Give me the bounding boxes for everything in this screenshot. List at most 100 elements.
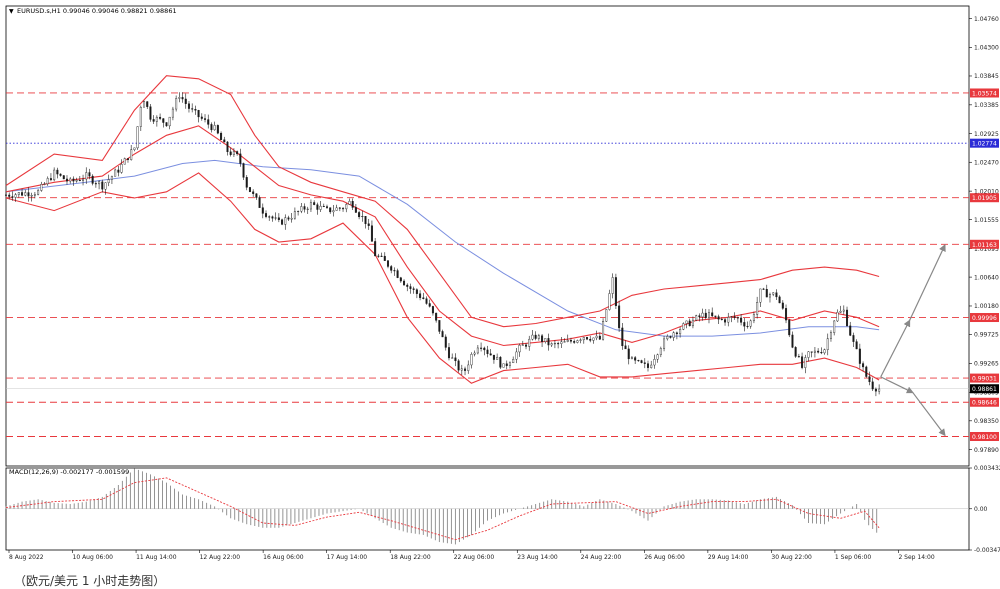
candle-body (171, 108, 174, 118)
candle-body (274, 217, 277, 219)
candle-body (354, 207, 357, 213)
macd-header-label: MACD(12,26,9) -0.002177 -0.001599 (9, 468, 129, 476)
candle-body (839, 310, 842, 313)
candle-body (207, 119, 210, 125)
bollinger-upper-band (5, 75, 880, 328)
candle-body (778, 296, 781, 304)
macd-axis-tick-label: -0.003470 (974, 547, 1000, 554)
candle-body (675, 332, 678, 335)
candle-body (197, 110, 200, 118)
candle-body (431, 306, 434, 314)
candle-body (765, 289, 768, 298)
candle-body (358, 212, 361, 218)
projection-arrow (880, 376, 914, 394)
candle-body (855, 341, 858, 350)
candle-body (290, 217, 293, 220)
macd-signal-line (5, 477, 880, 541)
candle-body (608, 293, 611, 310)
candle-body (717, 316, 720, 320)
candle-body (107, 179, 110, 183)
candle-body (422, 297, 425, 299)
candle-body (621, 327, 624, 347)
candle-body (560, 341, 563, 344)
candle-body (85, 172, 88, 180)
candle-body (223, 139, 226, 143)
candle-body (656, 354, 659, 360)
level-label: 0.99031 (972, 376, 997, 383)
candle-body (313, 202, 316, 205)
time-axis-tick-label: 24 Aug 22:00 (581, 554, 622, 561)
time-axis-tick-label: 2 Sep 14:00 (898, 554, 934, 561)
candle-body (512, 359, 515, 364)
candle-body (698, 315, 701, 318)
candle-body (342, 208, 345, 210)
candle-body (412, 288, 415, 290)
candle-body (566, 340, 569, 342)
candle-body (78, 180, 81, 182)
time-axis-tick-label: 30 Aug 22:00 (771, 554, 812, 561)
candle-body (248, 187, 251, 192)
candle-body (146, 101, 149, 107)
candle-body (24, 192, 27, 196)
candle-body (396, 270, 399, 278)
candle-body (704, 312, 707, 318)
level-label: 0.99996 (972, 315, 997, 322)
candle-body (579, 339, 582, 341)
candle-body (496, 356, 499, 360)
main-plot-border (5, 5, 970, 467)
candle-body (573, 341, 576, 343)
price-axis-tick-label: 1.01555 (974, 217, 999, 224)
time-axis-tick-label: 16 Aug 06:00 (263, 554, 304, 561)
candle-body (759, 288, 762, 303)
level-label-box (970, 313, 999, 323)
candle-body (489, 353, 492, 356)
candle-body (284, 217, 287, 225)
candle-body (541, 335, 544, 342)
candle-body (435, 312, 438, 321)
candle-body (332, 210, 335, 213)
candle-body (515, 351, 518, 360)
candle-body (216, 125, 219, 134)
candle-body (159, 116, 162, 119)
candle-body (505, 363, 508, 366)
candle-body (868, 376, 871, 383)
candle-body (736, 317, 739, 319)
level-label-box (970, 432, 999, 442)
candle-body (245, 177, 248, 188)
candle-body (37, 190, 40, 195)
price-axis-tick-label: 0.99725 (974, 332, 999, 339)
candle-body (399, 277, 402, 282)
price-axis-tick-label: 0.98350 (974, 418, 999, 425)
macd-axis-tick-label: 0.00 (974, 506, 988, 513)
candle-body (810, 351, 813, 353)
level-label: 1.01905 (972, 195, 997, 202)
candle-body (781, 302, 784, 309)
candle-body (486, 349, 489, 354)
candle-body (281, 219, 284, 225)
candle-body (8, 194, 11, 197)
time-axis-tick-label: 1 Sep 06:00 (835, 554, 871, 561)
candle-body (534, 334, 537, 339)
candle-body (152, 119, 155, 122)
candle-body (582, 337, 585, 341)
level-label: 0.98646 (972, 400, 997, 407)
candle-body (730, 316, 733, 318)
candle-body (438, 320, 441, 332)
candle-body (457, 360, 460, 371)
candle-body (191, 108, 194, 110)
candle-body (428, 303, 431, 307)
candle-body (602, 321, 605, 340)
candle-body (406, 284, 409, 287)
level-label-box (970, 239, 999, 249)
candle-body (627, 348, 630, 360)
candle-body (403, 280, 406, 286)
candle-body (865, 366, 868, 377)
price-axis-tick-label: 1.03385 (974, 102, 999, 109)
candle-body (836, 312, 839, 322)
candle-body (33, 194, 36, 196)
candle-body (813, 350, 816, 353)
candle-body (175, 98, 178, 110)
candle-body (345, 204, 348, 210)
candle-body (483, 347, 486, 351)
candle-body (393, 270, 396, 272)
